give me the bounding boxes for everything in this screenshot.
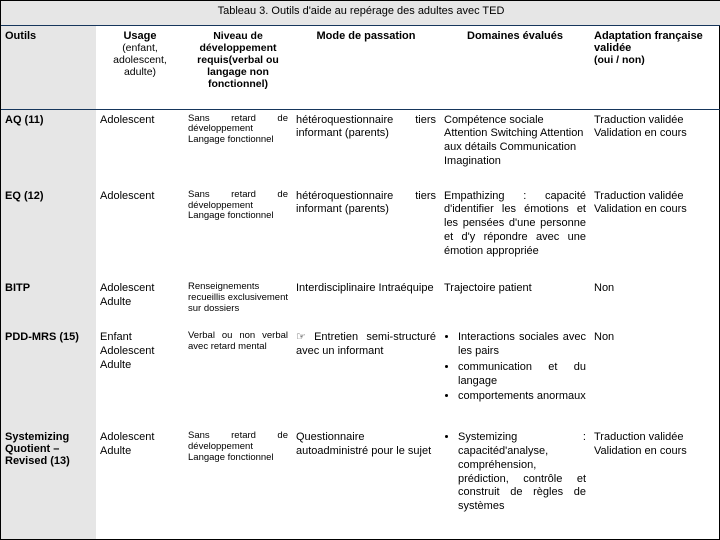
header-usage-label: Usage	[123, 30, 156, 42]
cell-niveau: Sans retard de développement Langage fon…	[184, 186, 292, 279]
cell-adaptation: Traduction validée Validation en cours	[590, 186, 720, 279]
cell-domaines: Trajectoire patient	[440, 278, 590, 327]
cell-domaines: Interactions sociales avec les pairs com…	[440, 327, 590, 427]
bullet-list: Interactions sociales avec les pairs com…	[458, 331, 586, 404]
list-item: communication et du langage	[458, 361, 586, 389]
cell-tool: EQ (12)	[1, 186, 96, 279]
header-mode: Mode de passation	[292, 26, 440, 109]
page-container: Tableau 3. Outils d'aide au repérage des…	[0, 0, 720, 540]
cell-tool: PDD-MRS (15)	[1, 327, 96, 427]
cell-domaines: Systemizing : capacitéd'analyse, compréh…	[440, 427, 590, 539]
list-item: comportements anormaux	[458, 390, 586, 404]
header-adaptation-sub: (oui / non)	[594, 54, 717, 66]
cell-mode: hétéroquestionnaire tiers informant (par…	[292, 186, 440, 279]
table-row: AQ (11) Adolescent Sans retard de dévelo…	[1, 109, 720, 186]
header-adaptation: Adaptation française validée (oui / non)	[590, 26, 720, 109]
cell-tool: AQ (11)	[1, 109, 96, 186]
header-niveau: Niveau de développement requis(verbal ou…	[184, 26, 292, 109]
cell-mode: Questionnaire autoadministré pour le suj…	[292, 427, 440, 539]
cell-mode: hétéroquestionnaire tiers informant (par…	[292, 109, 440, 186]
table-caption-row: Tableau 3. Outils d'aide au repérage des…	[1, 1, 720, 26]
list-item: Systemizing : capacitéd'analyse, compréh…	[458, 431, 586, 514]
cell-usage: Adolescent Adulte	[96, 278, 184, 327]
cell-adaptation: Non	[590, 327, 720, 427]
table-row: Systemizing Quotient – Revised (13) Adol…	[1, 427, 720, 539]
cell-domaines: Compétence sociale Attention Switching A…	[440, 109, 590, 186]
table-caption: Tableau 3. Outils d'aide au repérage des…	[1, 1, 720, 26]
table-row: PDD-MRS (15) Enfant Adolescent Adulte Ve…	[1, 327, 720, 427]
header-outils: Outils	[1, 26, 96, 109]
header-domaines: Domaines évalués	[440, 26, 590, 109]
cell-adaptation: Traduction validée Validation en cours	[590, 427, 720, 539]
cell-niveau: Sans retard de développement Langage fon…	[184, 427, 292, 539]
cell-mode: ☞ Entretien semi-structuré avec un infor…	[292, 327, 440, 427]
table-header-row: Outils Usage (enfant, adolescent, adulte…	[1, 26, 720, 109]
cell-adaptation: Non	[590, 278, 720, 327]
cell-niveau: Verbal ou non verbal avec retard mental	[184, 327, 292, 427]
cell-niveau: Renseignements recueillis exclusivement …	[184, 278, 292, 327]
cell-usage: Adolescent	[96, 186, 184, 279]
caption-text: Tableau 3. Outils d'aide au repérage des…	[218, 5, 505, 17]
cell-niveau: Sans retard de développement Langage fon…	[184, 109, 292, 186]
header-usage-sub: (enfant, adolescent, adulte)	[100, 42, 180, 78]
cell-usage: Adolescent	[96, 109, 184, 186]
cell-usage: Adolescent Adulte	[96, 427, 184, 539]
header-adaptation-label: Adaptation française validée	[594, 30, 703, 54]
cell-tool: Systemizing Quotient – Revised (13)	[1, 427, 96, 539]
cell-usage: Enfant Adolescent Adulte	[96, 327, 184, 427]
table-row: EQ (12) Adolescent Sans retard de dévelo…	[1, 186, 720, 279]
cell-domaines: Empathizing : capacité d'identifier les …	[440, 186, 590, 279]
header-usage: Usage (enfant, adolescent, adulte)	[96, 26, 184, 109]
bullet-list: Systemizing : capacitéd'analyse, compréh…	[458, 431, 586, 514]
cell-tool: BITP	[1, 278, 96, 327]
cell-mode: Interdisciplinaire Intraéquipe	[292, 278, 440, 327]
header-niveau-label: Niveau de développement requis(verbal ou…	[188, 30, 288, 90]
table-main: Tableau 3. Outils d'aide au repérage des…	[1, 1, 720, 539]
cell-adaptation: Traduction validée Validation en cours	[590, 109, 720, 186]
list-item: Interactions sociales avec les pairs	[458, 331, 586, 359]
table-row: BITP Adolescent Adulte Renseignements re…	[1, 278, 720, 327]
